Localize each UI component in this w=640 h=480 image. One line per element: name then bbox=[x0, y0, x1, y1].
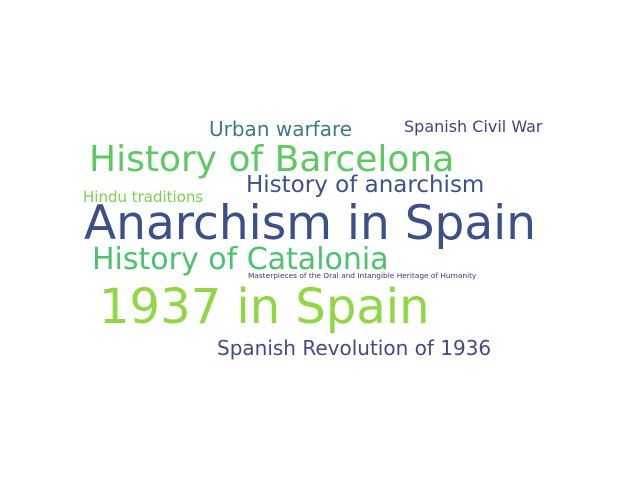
word-spanish-revolution-1936: Spanish Revolution of 1936 bbox=[217, 336, 492, 360]
word-masterpieces-oral-heritage: Masterpieces of the Oral and Intangible … bbox=[248, 271, 477, 280]
word-1937-in-spain: 1937 in Spain bbox=[99, 279, 430, 335]
word-hindu-traditions: Hindu traditions bbox=[83, 188, 204, 206]
word-history-of-barcelona: History of Barcelona bbox=[89, 139, 455, 180]
word-history-of-catalonia: History of Catalonia bbox=[92, 242, 389, 277]
word-anarchism-in-spain: Anarchism in Spain bbox=[84, 196, 537, 251]
word-urban-warfare: Urban warfare bbox=[209, 117, 353, 141]
word-history-of-anarchism: History of anarchism bbox=[246, 172, 485, 198]
word-spanish-civil-war: Spanish Civil War bbox=[404, 117, 543, 136]
